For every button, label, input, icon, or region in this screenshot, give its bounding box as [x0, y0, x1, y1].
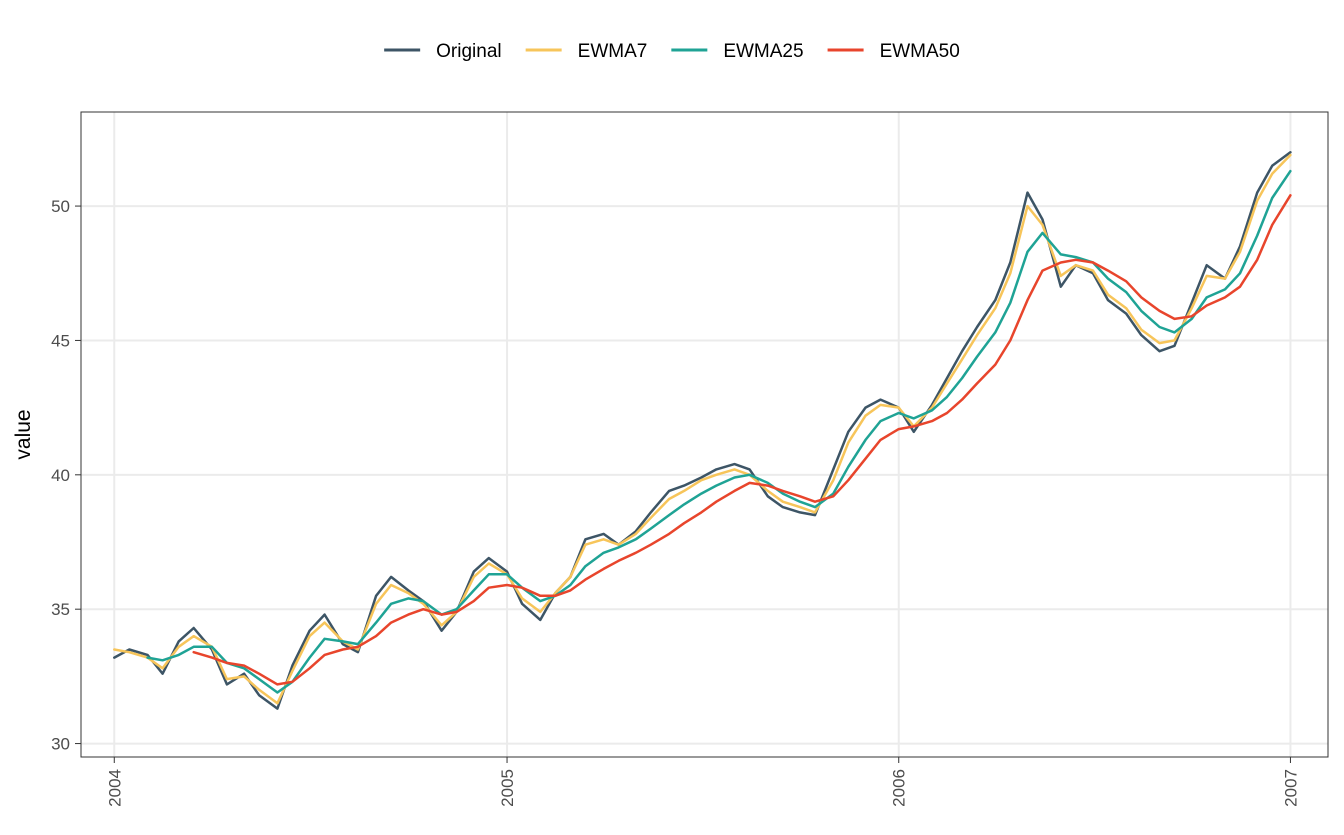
- legend-item-ewma50: EWMA50: [827, 41, 960, 62]
- x-tick-label: 2004: [105, 769, 124, 807]
- legend-item-ewma7: EWMA7: [525, 41, 648, 62]
- x-tick-label: 2007: [1281, 769, 1300, 807]
- y-axis-title: value: [12, 409, 35, 459]
- series-line-ewma7: [113, 153, 1292, 705]
- legend: Original EWMA7 EWMA25 EWMA50: [384, 41, 960, 62]
- y-axis: 30 35 40 45 50: [51, 197, 81, 754]
- series-line-ewma50: [192, 194, 1292, 686]
- series-lines: [113, 151, 1292, 710]
- series-line-ewma25: [146, 169, 1292, 694]
- y-tick-label: 30: [51, 735, 70, 754]
- legend-label-ewma7: EWMA7: [578, 41, 648, 62]
- legend-label-ewma25: EWMA25: [723, 41, 803, 62]
- series-line-original: [113, 151, 1292, 710]
- x-axis: 2004 2005 2006 2007: [105, 757, 1300, 807]
- legend-item-ewma25: EWMA25: [671, 41, 804, 62]
- y-tick-label: 45: [51, 331, 70, 350]
- x-tick-label: 2006: [890, 769, 909, 807]
- y-tick-label: 40: [51, 466, 70, 485]
- y-tick-label: 35: [51, 600, 70, 619]
- y-tick-label: 50: [51, 197, 70, 216]
- grid: [81, 112, 1328, 757]
- x-tick-label: 2005: [498, 769, 517, 807]
- plot-panel-border: [80, 111, 1329, 758]
- legend-item-original: Original: [384, 41, 502, 62]
- legend-label-ewma50: EWMA50: [880, 41, 960, 62]
- legend-label-original: Original: [436, 41, 501, 62]
